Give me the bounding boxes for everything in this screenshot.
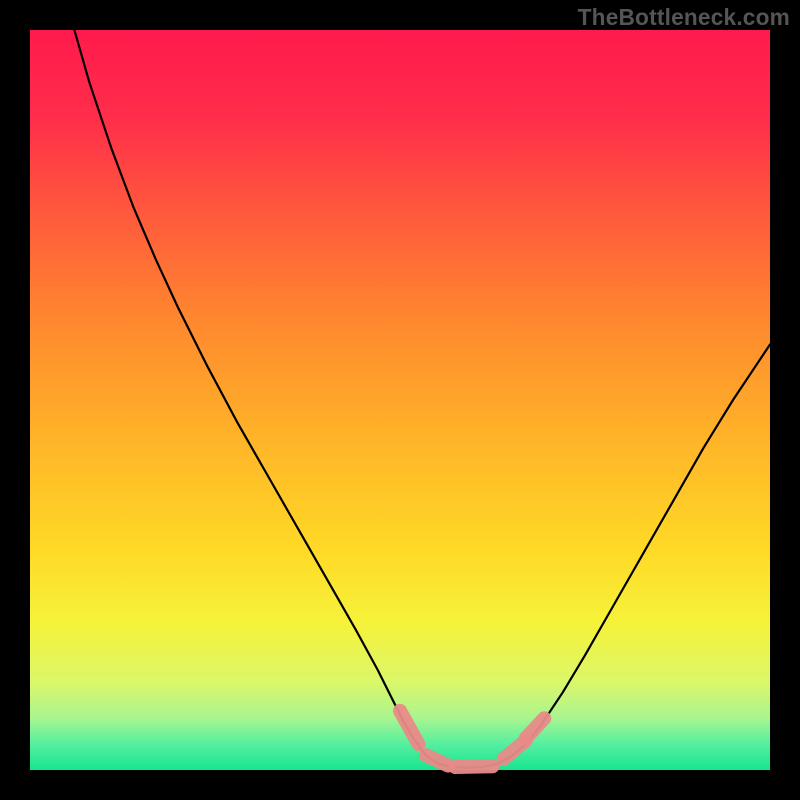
chart-frame: TheBottleneck.com bbox=[0, 0, 800, 800]
watermark-text: TheBottleneck.com bbox=[578, 4, 790, 31]
bottleneck-chart bbox=[0, 0, 800, 800]
